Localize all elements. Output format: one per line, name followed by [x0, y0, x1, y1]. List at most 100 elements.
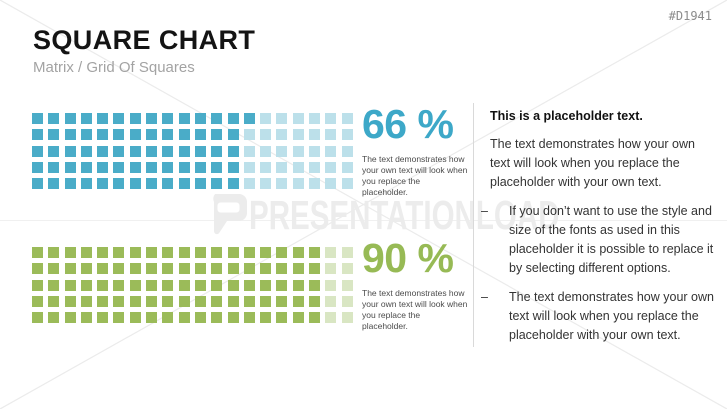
square-cell [97, 247, 109, 258]
square-cell [341, 279, 353, 291]
square-cell [178, 178, 190, 190]
square-cell [113, 129, 125, 141]
square-cell [276, 129, 288, 141]
square-cell [325, 145, 337, 157]
square-cell [32, 161, 43, 173]
square-cell [162, 312, 174, 324]
square-cell [260, 113, 272, 124]
square-cell [227, 295, 239, 307]
square-cell [97, 129, 109, 141]
square-cell [113, 312, 125, 324]
square-cell [162, 178, 174, 190]
square-cell [194, 263, 206, 275]
square-cell [146, 129, 158, 141]
square-cell [341, 145, 353, 157]
panel-bullet-item: – The text demonstrates how your own tex… [481, 288, 716, 345]
square-cell [276, 178, 288, 190]
square-cell [194, 161, 206, 173]
square-cell [80, 247, 92, 258]
square-cell [162, 145, 174, 157]
square-cell [260, 178, 272, 190]
square-cell [325, 113, 337, 124]
square-cell [32, 295, 43, 307]
square-cell [211, 247, 223, 258]
square-cell [48, 145, 60, 157]
square-cell [325, 279, 337, 291]
square-cell [178, 145, 190, 157]
square-cell [64, 279, 76, 291]
square-cell [32, 129, 43, 141]
square-cell [97, 312, 109, 324]
square-cell [146, 295, 158, 307]
square-cell [113, 247, 125, 258]
square-cell [64, 113, 76, 124]
percent-caption-teal: The text demonstrates how your own text … [362, 154, 468, 198]
square-cell [146, 178, 158, 190]
square-cell [129, 295, 141, 307]
square-cell [48, 161, 60, 173]
square-cell [64, 263, 76, 275]
square-cell [113, 263, 125, 275]
square-cell [309, 113, 321, 124]
square-cell [113, 113, 125, 124]
square-cell [97, 145, 109, 157]
square-cell [80, 178, 92, 190]
square-cell [211, 295, 223, 307]
square-cell [194, 279, 206, 291]
square-cell [129, 279, 141, 291]
square-cell [341, 113, 353, 124]
square-cell [227, 312, 239, 324]
square-cell [292, 113, 304, 124]
square-cell [178, 279, 190, 291]
square-cell [64, 295, 76, 307]
square-cell [243, 129, 255, 141]
square-cell [146, 247, 158, 258]
square-cell [113, 161, 125, 173]
square-cell [162, 113, 174, 124]
square-cell [48, 312, 60, 324]
bullet-dash-marker: – [481, 290, 488, 304]
square-cell [243, 312, 255, 324]
square-cell [292, 263, 304, 275]
square-cell [194, 247, 206, 258]
square-cell [211, 145, 223, 157]
square-cell [227, 113, 239, 124]
square-cell [194, 295, 206, 307]
square-cell [97, 178, 109, 190]
percent-caption-green: The text demonstrates how your own text … [362, 288, 468, 332]
square-cell [129, 312, 141, 324]
square-cell [129, 161, 141, 173]
square-cell [48, 178, 60, 190]
square-cell [162, 263, 174, 275]
square-cell [243, 263, 255, 275]
square-cell [211, 178, 223, 190]
square-cell [227, 129, 239, 141]
square-cell [227, 247, 239, 258]
square-cell [178, 263, 190, 275]
square-cell [129, 145, 141, 157]
square-cell [32, 247, 43, 258]
square-cell [146, 263, 158, 275]
square-cell [32, 279, 43, 291]
square-cell [32, 178, 43, 190]
page-subtitle: Matrix / Grid Of Squares [33, 59, 195, 76]
square-cell [162, 129, 174, 141]
square-cell [32, 145, 43, 157]
square-cell [64, 178, 76, 190]
square-cell [146, 279, 158, 291]
square-cell [80, 161, 92, 173]
square-cell [113, 145, 125, 157]
square-cell [341, 178, 353, 190]
square-cell [309, 263, 321, 275]
square-cell [309, 161, 321, 173]
square-cell [211, 263, 223, 275]
square-cell [113, 295, 125, 307]
square-cell [341, 161, 353, 173]
square-cell [341, 295, 353, 307]
square-cell [162, 161, 174, 173]
bullet-text: If you don’t want to use the style and s… [509, 204, 714, 275]
square-cell [292, 295, 304, 307]
square-cell [341, 247, 353, 258]
square-cell [260, 247, 272, 258]
square-cell [80, 295, 92, 307]
